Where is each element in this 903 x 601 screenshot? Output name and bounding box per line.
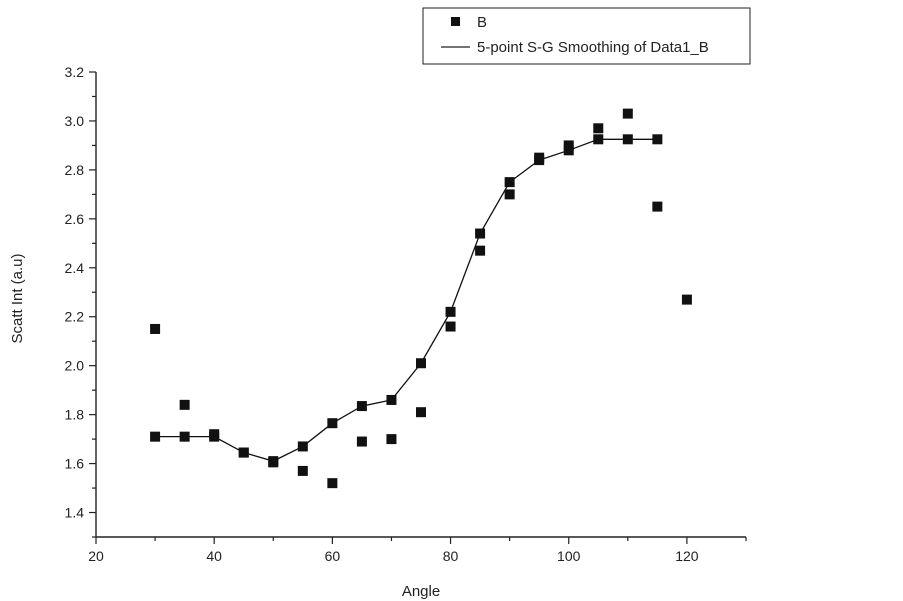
- scatter-point: [622, 108, 633, 119]
- scatter-point: [268, 457, 279, 468]
- scatter-point: [150, 323, 161, 334]
- scatter-point: [475, 245, 486, 256]
- smoothing-point: [386, 394, 397, 405]
- x-tick-label: 20: [88, 548, 104, 564]
- y-tick-label: 2.8: [65, 162, 85, 178]
- smoothing-point: [356, 401, 367, 412]
- x-tick-label: 120: [675, 548, 699, 564]
- smoothing-point: [327, 418, 338, 429]
- legend-square-marker-icon: [451, 17, 460, 26]
- y-tick-label: 3.0: [65, 113, 85, 129]
- x-tick-label: 40: [206, 548, 222, 564]
- x-ticks: 20 40 60 80 100 120: [88, 537, 747, 564]
- y-tick-label: 2.0: [65, 358, 85, 374]
- legend-box: [422, 7, 751, 65]
- scatter-series: [150, 108, 692, 489]
- scatter-point: [327, 478, 338, 489]
- x-axis-title: Angle: [402, 583, 440, 600]
- scatter-point: [386, 434, 397, 445]
- smoothing-point: [652, 134, 663, 145]
- scatter-point: [681, 294, 692, 305]
- y-tick-label: 2.2: [65, 309, 85, 325]
- smoothing-point: [504, 177, 515, 188]
- smoothing-point: [150, 431, 161, 442]
- scatter-point: [652, 201, 663, 212]
- smoothing-point: [416, 358, 426, 369]
- smoothing-point: [475, 228, 486, 239]
- x-tick-label: 80: [443, 548, 459, 564]
- smoothing-point: [593, 134, 604, 145]
- legend: B 5-point S-G Smoothing of Data1_B: [422, 7, 751, 65]
- scatter-point: [593, 123, 604, 134]
- scatter-point: [238, 447, 249, 458]
- y-tick-label: 1.4: [65, 505, 85, 521]
- legend-label-b: B: [477, 14, 487, 31]
- x-tick-label: 100: [557, 548, 581, 564]
- scatter-point: [445, 321, 456, 332]
- scatter-point: [297, 465, 308, 476]
- x-tick-label: 60: [325, 548, 341, 564]
- scatter-point: [356, 436, 367, 447]
- y-ticks: 1.4 1.6 1.8 2.0 2.2 2.4 2.6 2.8 3.0 3.2: [65, 64, 96, 538]
- axes: 20 40 60 80 100 120 1.4 1.6 1.8 2.0 2.2 2.4 2.6 2.8 3…: [65, 64, 747, 564]
- smoothing-point: [622, 134, 633, 145]
- smoothing-point: [297, 441, 308, 452]
- scatter-point: [504, 189, 515, 200]
- y-tick-label: 2.4: [65, 260, 85, 276]
- plot-area: [150, 108, 692, 489]
- scatter-point: [563, 140, 574, 151]
- scatter-point: [534, 152, 545, 163]
- y-tick-label: 3.2: [65, 64, 85, 80]
- scatter-point: [209, 429, 220, 440]
- legend-label-smoothing: 5-point S-G Smoothing of Data1_B: [477, 39, 709, 56]
- y-tick-label: 1.8: [65, 407, 85, 423]
- smoothing-point: [179, 431, 190, 442]
- smoothing-point: [445, 306, 456, 317]
- y-tick-label: 2.6: [65, 211, 85, 227]
- scatter-point: [416, 407, 426, 418]
- y-tick-label: 1.6: [65, 456, 85, 472]
- scatter-point: [179, 399, 190, 410]
- y-axis-title: Scatt Int (a.u): [9, 253, 26, 343]
